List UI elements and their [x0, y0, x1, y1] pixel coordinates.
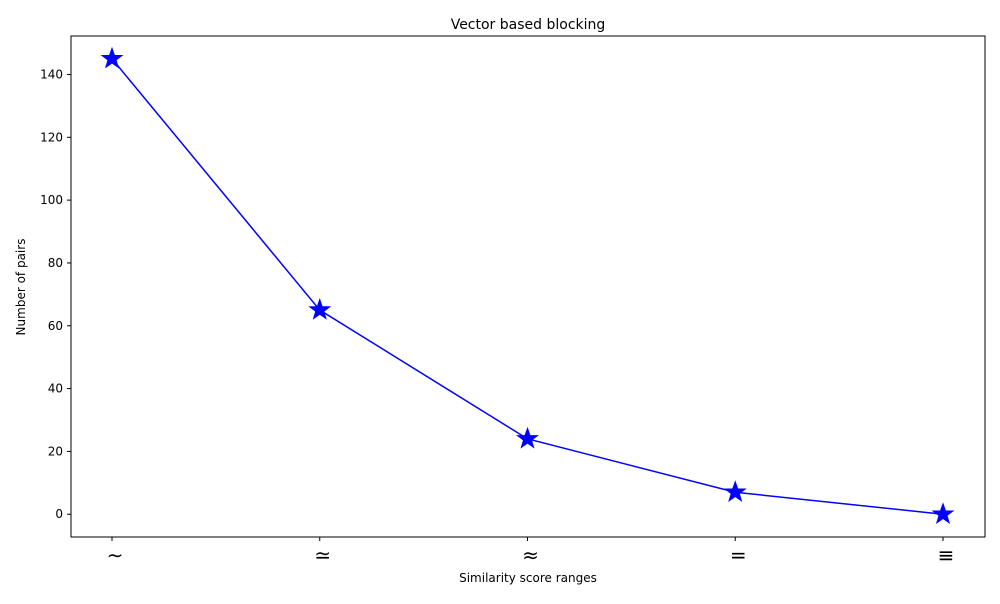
chart-title: Vector based blocking [451, 17, 606, 33]
data-point-star [100, 46, 124, 69]
x-tick-label: ≈ [522, 543, 539, 567]
data-point-star [516, 426, 539, 449]
y-tick-label: 0 [55, 507, 63, 521]
data-point-star [308, 298, 332, 320]
plot-area-frame [70, 35, 986, 538]
x-tick-label: ≃ [314, 543, 331, 567]
x-tick-label: = [730, 543, 747, 567]
y-tick-label: 60 [48, 319, 63, 333]
x-axis-label: Similarity score ranges [459, 571, 597, 585]
y-tick-label: 120 [40, 130, 63, 144]
data-point-star [931, 502, 955, 524]
y-tick-label: 100 [40, 193, 63, 207]
x-axis-ticks: ∼ ≃ ≈ = ≡ [107, 537, 955, 567]
y-axis-ticks: 0 20 40 60 80 100 120 140 [40, 67, 71, 521]
y-tick-label: 40 [48, 382, 63, 396]
y-tick-label: 140 [40, 67, 63, 81]
y-axis-label: Number of pairs [14, 239, 28, 336]
y-tick-label: 20 [48, 444, 63, 458]
x-tick-label: ∼ [107, 543, 124, 567]
y-tick-label: 80 [48, 256, 63, 270]
data-point-star [723, 480, 747, 502]
series-markers [100, 46, 955, 524]
x-tick-label: ≡ [938, 543, 955, 567]
